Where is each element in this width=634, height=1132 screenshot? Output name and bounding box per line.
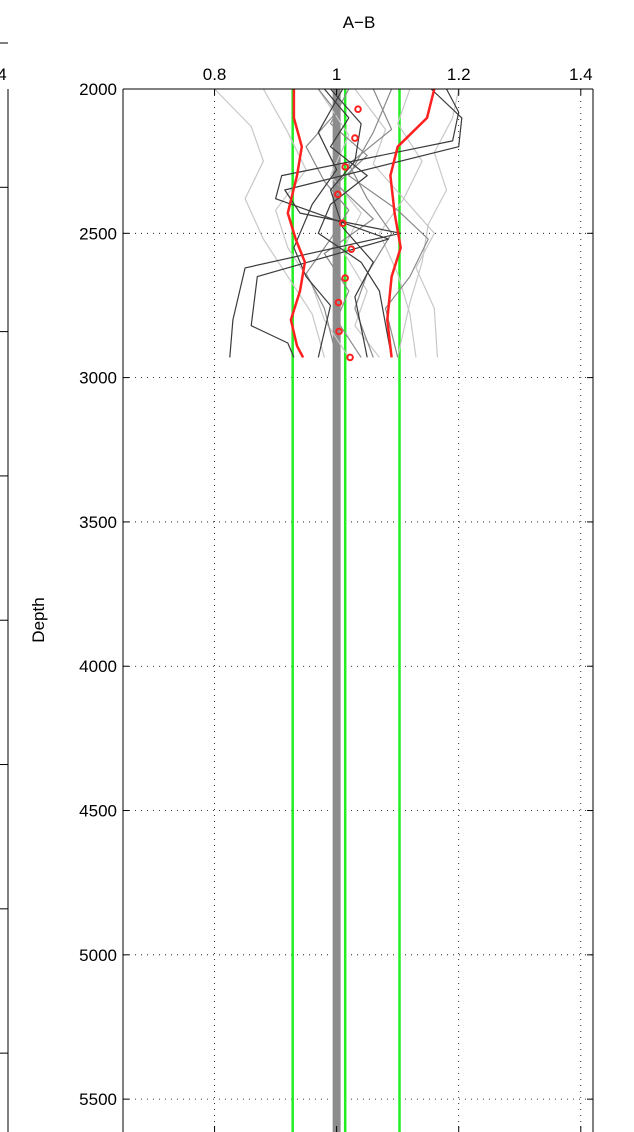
x-tick-label: 1.4 bbox=[569, 65, 593, 84]
marker-point bbox=[338, 219, 347, 228]
y-axis-label: Depth bbox=[29, 597, 48, 642]
series-line bbox=[329, 88, 374, 358]
series-line bbox=[323, 88, 374, 358]
left-panel-fragment: 4 bbox=[0, 65, 9, 1132]
x-tick-label: 1 bbox=[332, 65, 341, 84]
red-envelope-line bbox=[386, 88, 436, 358]
marker-point bbox=[341, 163, 349, 171]
series-line bbox=[293, 88, 344, 358]
series-line bbox=[305, 88, 350, 358]
x-tick-label: 1.2 bbox=[447, 65, 471, 84]
vertical-reference-lines bbox=[291, 89, 401, 1132]
series-lines bbox=[214, 88, 463, 358]
marker-point bbox=[341, 274, 349, 282]
y-tick-label: 3500 bbox=[79, 513, 117, 532]
marker-point bbox=[347, 245, 356, 253]
y-tick-label: 4000 bbox=[79, 657, 117, 676]
red-envelope-line bbox=[286, 89, 307, 358]
left-panel-tick-label: 4 bbox=[0, 65, 7, 84]
marker-point bbox=[335, 327, 343, 336]
series-line bbox=[397, 88, 438, 358]
y-tick-label: 3000 bbox=[79, 369, 117, 388]
axes bbox=[122, 88, 594, 1132]
ticks: 0.8 1 1.2 1.4 2000 2500 3000 3500 4000 4500 5000 55… bbox=[0, 42, 593, 1132]
markers bbox=[334, 105, 362, 362]
y-tick-label: 5000 bbox=[79, 946, 117, 965]
y-tick-label: 5500 bbox=[79, 1090, 117, 1109]
y-tick-label: 2500 bbox=[79, 224, 117, 243]
series-line bbox=[214, 88, 325, 358]
y-tick-label: 4500 bbox=[79, 802, 117, 821]
marker-point bbox=[334, 298, 343, 307]
series-line bbox=[229, 88, 463, 358]
marker-point bbox=[354, 105, 362, 114]
y-tick-label: 2000 bbox=[79, 80, 117, 99]
marker-point bbox=[334, 190, 342, 199]
series-line bbox=[317, 88, 380, 358]
chart-title: A−B bbox=[343, 13, 376, 32]
series-line bbox=[250, 88, 460, 358]
series-line bbox=[354, 88, 417, 358]
series-line bbox=[348, 88, 393, 358]
marker-point bbox=[346, 353, 354, 362]
x-tick-label: 0.8 bbox=[203, 65, 227, 84]
series-line bbox=[397, 88, 460, 358]
series-line bbox=[262, 88, 350, 358]
series-line bbox=[317, 88, 393, 358]
marker-point bbox=[351, 134, 359, 142]
